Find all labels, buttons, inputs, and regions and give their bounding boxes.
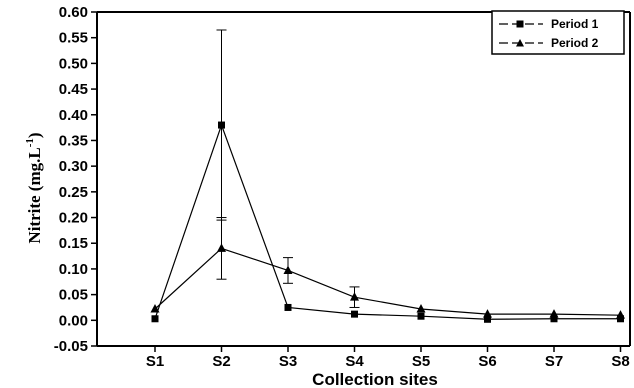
data-point-period-2 [416,304,426,313]
legend-marker-triangle [516,39,524,47]
data-point-period-1 [550,315,558,323]
y-axis-ticks: -0.05 0.00 0.05 0.10 0.15 0.20 0.25 0.30 0.35 0.4… [54,4,97,355]
series-line-period-2 [154,247,621,316]
x-axis-ticks: S1 S2 S3 S4 S5 S6 S7 S8 [146,346,630,370]
legend-label-period-2: Period 2 [551,36,599,50]
y-axis-title-main: Nitrite (mg.L [25,147,44,243]
y-tick-label: -0.05 [54,338,88,355]
y-tick-label: 0.40 [59,107,88,124]
legend-box [491,10,625,55]
data-point-period-1 [484,315,491,323]
data-point-period-2 [150,304,160,313]
data-point-period-1 [617,315,624,323]
x-tick-label: S3 [279,353,297,370]
y-tick-label: 0.60 [59,4,88,21]
y-tick-label: 0.05 [59,287,88,304]
data-point-period-2 [283,265,293,274]
legend-label-period-1: Period 1 [551,17,599,31]
legend: Period 1 Period 2 [491,10,625,55]
data-point-period-1 [284,303,292,311]
series-line-period-1 [154,123,621,320]
x-tick-label: S8 [611,353,629,370]
x-tick-label: S4 [345,353,364,370]
data-point-period-2 [549,309,559,318]
legend-item-period-1: Period 1 [499,17,599,31]
data-point-period-2 [217,243,226,252]
y-tick-label: 0.20 [59,210,88,227]
data-point-period-1 [351,310,358,318]
y-tick-label: 0.25 [59,184,88,201]
legend-marker-square [516,20,524,28]
y-axis-title-close: ) [25,132,44,138]
legend-item-period-2: Period 2 [499,36,599,50]
y-tick-label: 0.45 [59,81,88,98]
x-axis-title: Collection sites [312,370,438,388]
data-point-period-1 [417,312,425,320]
y-tick-label: 0.10 [59,261,88,278]
y-axis-title-superscript: -1 [24,138,36,147]
x-tick-label: S2 [212,353,230,370]
data-point-period-2 [616,310,625,319]
y-tick-label: 0.55 [59,30,88,47]
x-tick-label: S7 [545,353,563,370]
series-layer [150,29,625,323]
y-axis-title: Nitrite (mg.L-1) [24,132,44,243]
data-point-period-2 [483,309,492,318]
y-tick-label: 0.50 [59,55,88,72]
x-tick-label: S5 [412,353,430,370]
x-tick-label: S6 [478,353,496,370]
y-tick-label: 0.00 [59,312,88,329]
data-point-period-1 [218,121,225,129]
data-point-period-1 [151,315,159,323]
data-point-period-2 [350,292,359,301]
x-tick-label: S1 [146,353,164,370]
y-tick-label: 0.35 [59,132,88,149]
y-tick-label: 0.15 [59,235,88,252]
y-tick-label: 0.30 [59,158,88,175]
